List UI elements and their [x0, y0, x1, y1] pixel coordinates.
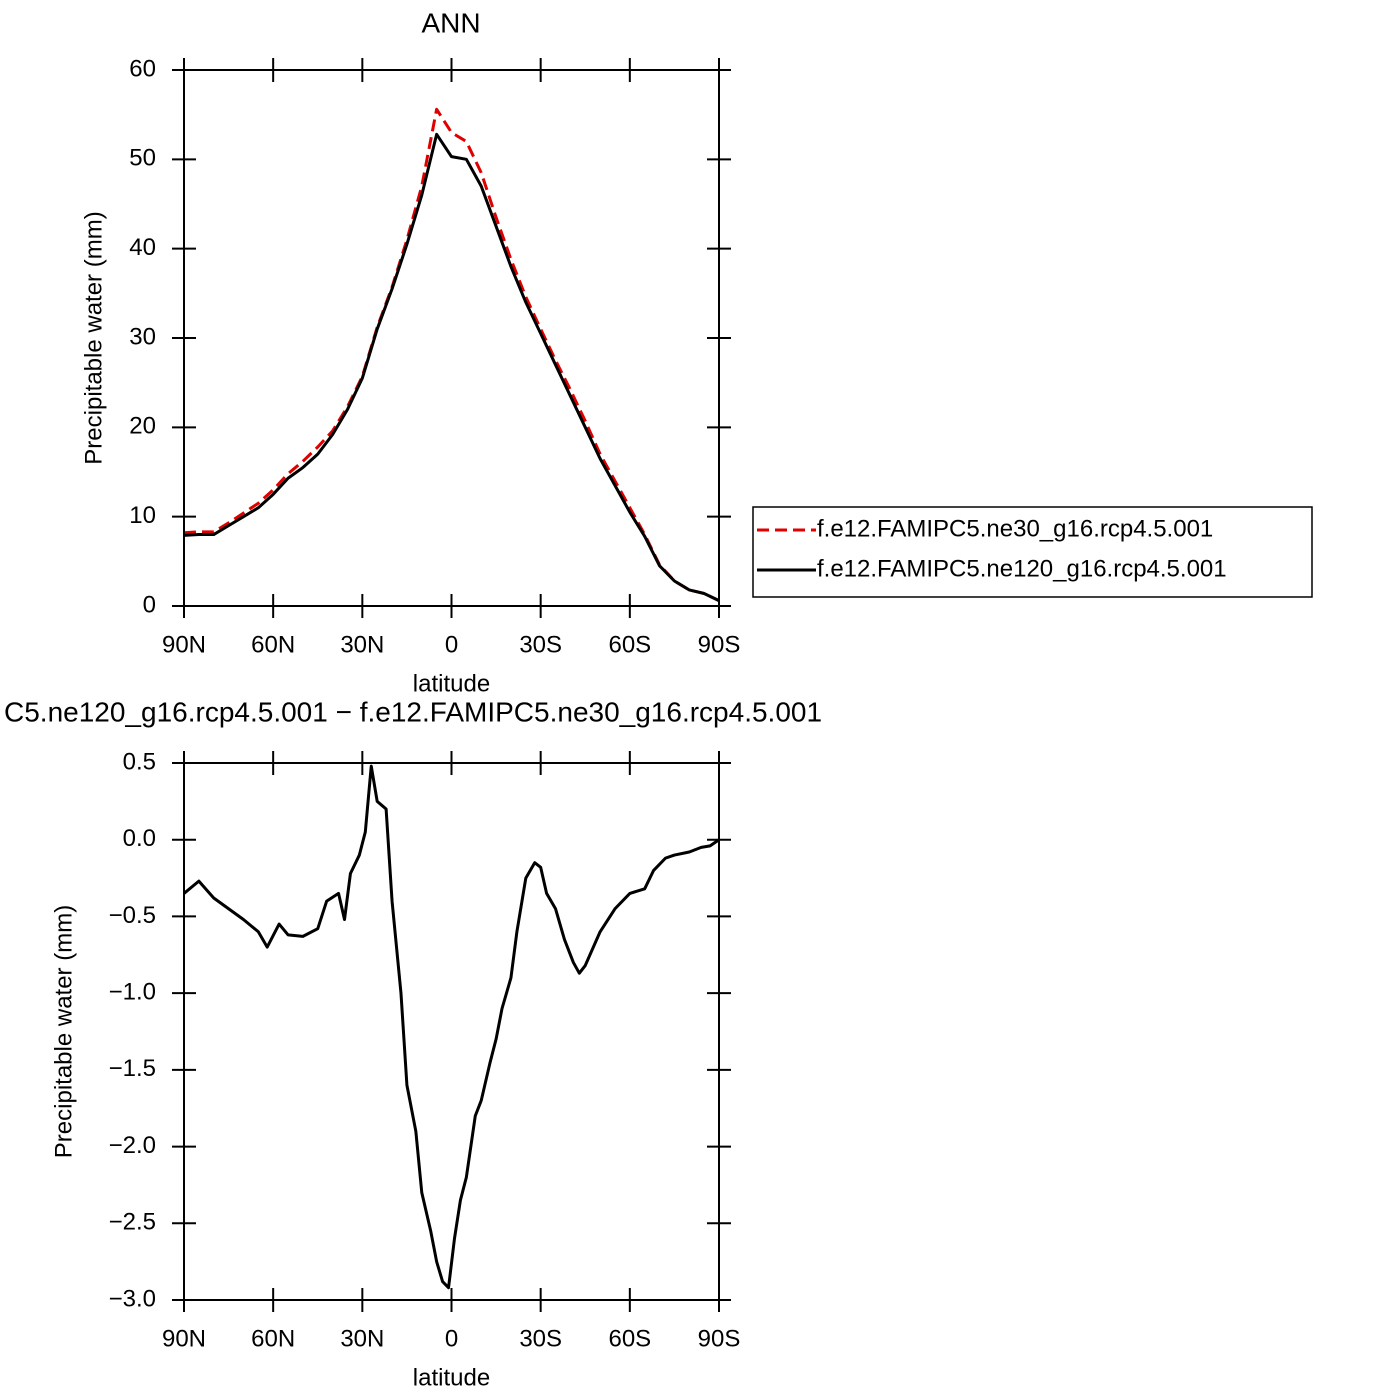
y-tick-label: −1.5: [109, 1055, 156, 1082]
x-tick-label: 0: [445, 1325, 458, 1352]
legend-box: [752, 506, 1313, 598]
x-tick-label: 90S: [698, 1325, 741, 1352]
y-tick-label: 0.5: [123, 748, 156, 775]
x-tick-label: 60N: [251, 631, 295, 658]
x-tick-label: 0: [445, 631, 458, 658]
x-axis-label: latitude: [413, 1364, 490, 1391]
x-tick-label: 30S: [519, 1325, 562, 1352]
chart-title: ANN: [421, 7, 480, 38]
y-tick-label: 50: [129, 145, 156, 172]
y-tick-label: 60: [129, 55, 156, 82]
x-tick-label: 90S: [698, 631, 741, 658]
y-tick-label: −0.5: [109, 902, 156, 929]
x-tick-label: 90N: [162, 631, 206, 658]
y-tick-label: −2.5: [109, 1209, 156, 1236]
y-tick-label: 10: [129, 502, 156, 529]
plot-frame: [183, 69, 720, 607]
y-tick-label: 0: [143, 591, 156, 618]
y-tick-label: 0.0: [123, 825, 156, 852]
plot-frame: [183, 762, 720, 1301]
x-tick-label: 60N: [251, 1325, 295, 1352]
legend-label: f.e12.FAMIPC5.ne120_g16.rcp4.5.001: [817, 555, 1227, 582]
x-tick-label: 30N: [340, 631, 384, 658]
x-axis-label: latitude: [413, 670, 490, 697]
x-tick-label: 60S: [608, 1325, 651, 1352]
y-tick-label: −2.0: [109, 1132, 156, 1159]
x-tick-label: 60S: [608, 631, 651, 658]
x-tick-label: 90N: [162, 1325, 206, 1352]
y-tick-label: 40: [129, 234, 156, 261]
legend-label: f.e12.FAMIPC5.ne30_g16.rcp4.5.001: [817, 515, 1213, 542]
y-axis-label: Precipitable water (mm): [80, 211, 107, 464]
y-tick-label: 20: [129, 413, 156, 440]
data-line: [183, 132, 720, 602]
chart-title: C5.ne120_g16.rcp4.5.001 − f.e12.FAMIPC5.…: [4, 696, 822, 727]
y-tick-label: −3.0: [109, 1285, 156, 1312]
y-tick-label: 30: [129, 323, 156, 350]
x-tick-label: 30N: [340, 1325, 384, 1352]
x-tick-label: 30S: [519, 631, 562, 658]
data-line: [183, 107, 720, 602]
y-tick-label: −1.0: [109, 978, 156, 1005]
y-axis-label: Precipitable water (mm): [50, 905, 77, 1158]
data-line: [183, 764, 720, 1290]
